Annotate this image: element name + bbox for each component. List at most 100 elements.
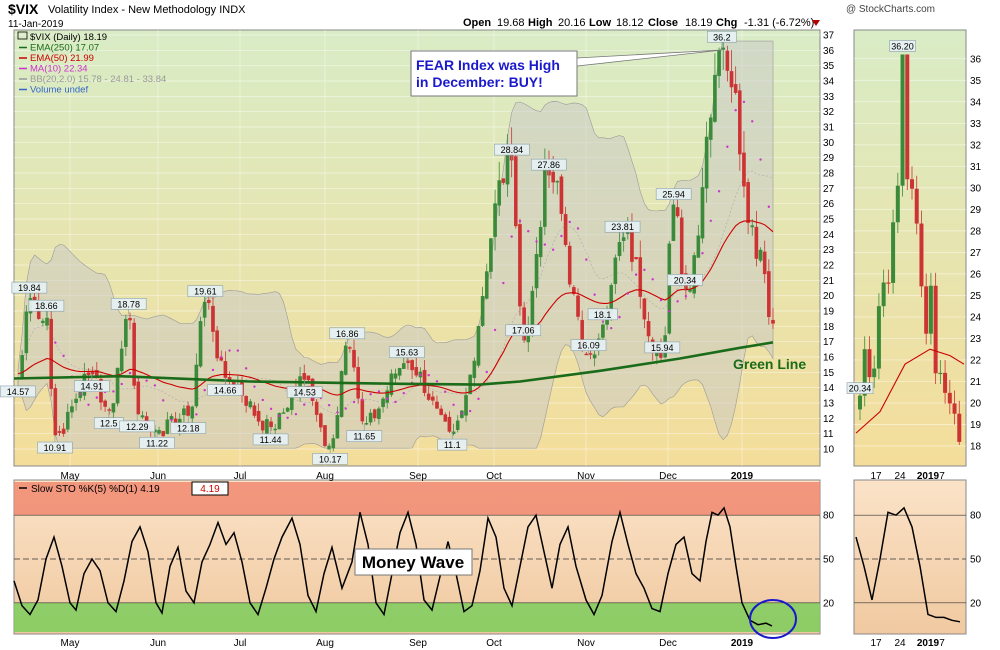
stoch-zoom-y-tick-label: 50 [970, 555, 982, 566]
candle-body [576, 295, 580, 317]
price-label-box [667, 274, 703, 286]
candle-body [422, 369, 427, 393]
zoom-y-tick-label: 30 [970, 183, 982, 194]
ma10-dot [170, 418, 173, 422]
callout-line-1: FEAR Index was High [416, 57, 560, 73]
ma10-dot [643, 268, 646, 272]
ma10-dot [659, 298, 663, 302]
ma10-dot [510, 235, 513, 238]
ma10-dot [112, 390, 115, 393]
candle-body [161, 430, 165, 437]
candle-body [140, 415, 145, 418]
candle-body [86, 372, 91, 376]
zoom-y-tick-label: 26 [970, 269, 982, 280]
candle-body [397, 367, 402, 376]
candle-body [489, 238, 493, 272]
zoom-candle-body [900, 54, 905, 186]
legend-candle-icon [17, 31, 28, 40]
price-label-box [530, 158, 567, 171]
zoom-y-tick-label: 27 [970, 248, 982, 259]
price-label: 15.94 [651, 343, 674, 353]
stoch-x-tick-label: Dec [659, 638, 677, 649]
candle-body [567, 245, 572, 285]
ma10-dot [54, 341, 57, 344]
candle-body [738, 90, 742, 155]
ma10-dot [294, 412, 298, 416]
candle-body [767, 271, 771, 318]
zoom-candle-body [933, 285, 938, 374]
candle-body [377, 408, 381, 419]
ma10-dot [518, 219, 522, 223]
stoch-value: 4.19 [200, 484, 220, 495]
y-tick-label: 29 [823, 153, 835, 164]
candle-body [348, 347, 352, 349]
ma10-dot [634, 273, 638, 276]
candle-body [733, 84, 738, 93]
candle-body [215, 330, 219, 359]
ma10-dot [211, 368, 215, 372]
stoch-x-tick-label: Jun [150, 638, 166, 649]
candle-body [729, 71, 734, 88]
x-tick-label: Dec [659, 471, 677, 482]
candle-body [410, 360, 414, 371]
zoom-candle-body [881, 282, 886, 307]
candle-body [128, 318, 132, 321]
ma10-dot [751, 120, 754, 123]
candle-body [302, 373, 307, 380]
candle-body [447, 416, 452, 432]
zoom-y-tick-label: 29 [970, 205, 982, 216]
candle-body [252, 405, 257, 416]
zoom-x-tick-label: 2019 [917, 471, 940, 482]
price-label-box [252, 433, 289, 446]
zoom-ema50-line [855, 348, 965, 434]
quote-chg: -1.31 (-6.72%) [744, 17, 814, 29]
stoch-value-box [191, 481, 229, 496]
stoch-x-tick-label: May [61, 638, 80, 649]
y-tick-label: 16 [823, 353, 835, 364]
x-tick-label: May [61, 471, 80, 482]
zoom-candle-body [862, 349, 867, 396]
ma10-dot [286, 416, 289, 419]
candle-body [617, 242, 622, 257]
candle-body [555, 180, 560, 183]
ma10-dot [344, 407, 347, 410]
y-tick-label: 37 [823, 31, 835, 42]
candle-body [742, 152, 746, 187]
ma10-dot [477, 397, 480, 401]
candle-body [260, 420, 265, 431]
price-label: 18.78 [117, 299, 140, 309]
quote-close-label: Close [648, 17, 678, 29]
price-label-box [207, 384, 243, 396]
ma10-dot [709, 219, 712, 222]
candle-body [360, 399, 365, 422]
price-label: 27.86 [538, 160, 561, 170]
candle-body [244, 395, 248, 406]
candle-body [343, 345, 348, 375]
candle-body [746, 182, 750, 223]
candle-body [642, 298, 647, 320]
highlight-circle [749, 599, 797, 639]
candle-body [124, 318, 128, 347]
stoch-y-tick-label: 80 [823, 511, 835, 522]
price-label: 11.65 [353, 432, 375, 442]
stoch-x-tick-label: Aug [316, 638, 334, 649]
candle-body [61, 428, 66, 434]
ma10-dot [419, 373, 422, 377]
candle-body [186, 405, 190, 416]
price-label-box [187, 285, 224, 297]
x-tick-label: Jul [234, 471, 247, 482]
ma10-dot [684, 294, 688, 298]
candle-body [708, 117, 713, 140]
ma10-dot [560, 234, 563, 238]
candle-body [45, 317, 49, 326]
overbought-zone [14, 482, 820, 516]
ma10-dot [203, 388, 206, 392]
x-tick-label: Aug [316, 471, 334, 482]
price-label: 14.57 [7, 387, 30, 397]
ma10-dot [261, 398, 264, 402]
quote-chg-label: Chg [716, 17, 737, 29]
price-label: 12.29 [126, 422, 149, 432]
stoch-zoom-line [855, 506, 961, 623]
ma10-dot [543, 243, 547, 246]
